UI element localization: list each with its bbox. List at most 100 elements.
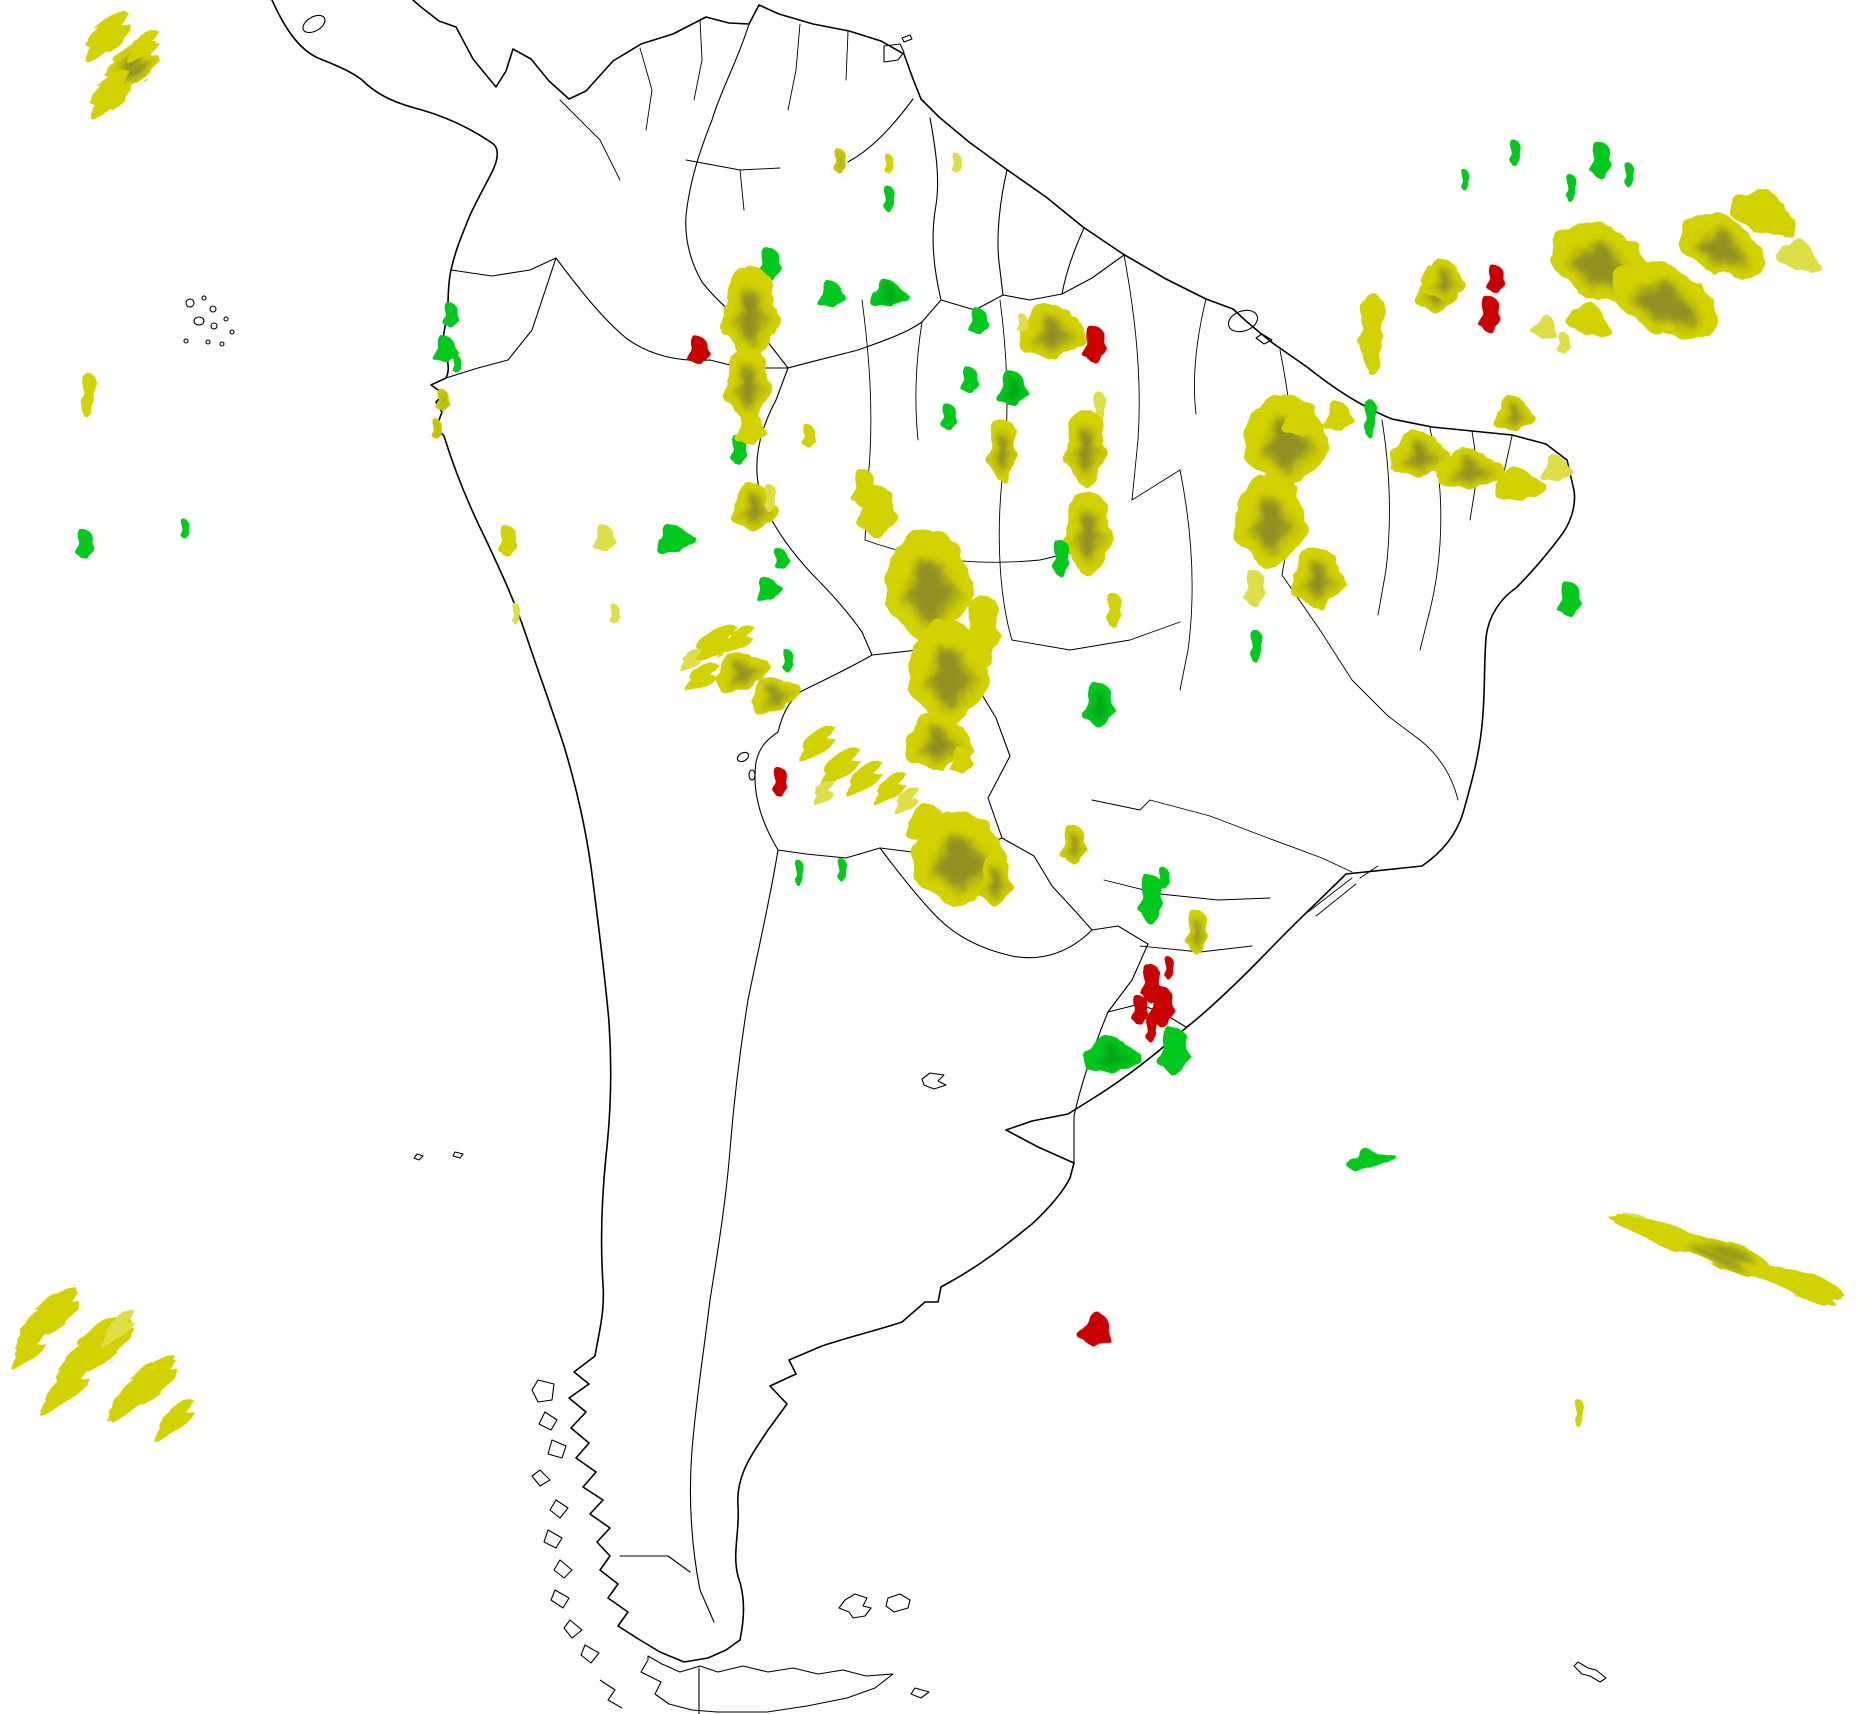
cloud-blob-cloud-mass-yellow-66 [845,767,879,793]
galapagos-islands [183,295,235,347]
cloud-blob-cold-cloud-green-107 [1623,167,1637,187]
cloud-blob-cold-cloud-green-48 [794,864,806,886]
cloud-blob-cloud-mass-pale-yellow-84 [1243,573,1269,607]
cloud-blob-cold-cloud-green-61 [1051,543,1073,577]
cloud-blob-cloud-mass-yellow-60 [1105,596,1125,628]
cloud-blob-cloud-mass-yellow-28 [735,415,769,445]
marajo-outline [1227,309,1259,333]
weather-overlay-layer [10,18,1838,1437]
cloud-blob-cloud-mass-yellow-86 [1436,451,1504,489]
tobago-outline [901,34,913,43]
cloud-blob-cold-cloud-green-21 [882,190,898,212]
cloud-blob-intense-core-red-92 [1485,269,1509,293]
cloud-blob-cold-cloud-green-44 [781,654,797,672]
cloud-blob-cloud-mass-yellow-130 [1574,1403,1586,1427]
cloud-blob-cloud-mass-yellow-123 [153,1407,191,1437]
cloud-blob-cloud-mass-yellow-51 [858,486,898,538]
cloud-blob-cloud-mass-pale-yellow-101 [1777,242,1823,274]
cloud-blob-cold-cloud-green-23 [817,285,849,307]
cloud-blob-intense-core-red-36 [1082,329,1110,363]
cloud-blob-cloud-mass-yellow-18 [832,153,850,173]
cloud-blob-cloud-mass-yellow-40 [749,677,801,713]
cloud-blob-cloud-mass-yellow-98 [1732,190,1796,238]
cloud-blob-cloud-mass-yellow-129 [1754,1259,1838,1305]
basemap-layer [183,0,1607,1714]
cloud-blob-cloud-mass-pale-yellow-89 [1540,459,1576,481]
cloud-blob-cloud-mass-yellow-52 [886,530,970,640]
cloud-blob-cloud-mass-yellow-82 [1282,404,1322,436]
country-borders [445,23,1187,1714]
chilean-fjord-islands [531,1379,600,1664]
islands-and-lakes [183,14,1607,1713]
cloud-blob-cloud-mass-yellow-2 [87,76,129,116]
cloud-blob-cold-cloud-green-5 [74,533,98,559]
cloud-blob-cold-cloud-green-63 [1249,633,1265,663]
cloud-blob-cloud-mass-yellow-85 [1390,433,1450,477]
cloud-blob-cloud-mass-yellow-29 [800,429,820,447]
cloud-blob-cloud-mass-pale-yellow-94 [1555,337,1575,353]
cloud-blob-cloud-mass-yellow-27 [725,348,771,420]
cloud-blob-cold-cloud-green-76 [1138,876,1166,924]
cloud-blob-cloud-mass-yellow-55 [965,594,1001,666]
cloud-blob-cold-cloud-green-105 [1460,174,1472,190]
cloud-blob-cold-cloud-green-77 [1156,872,1174,888]
cloud-blob-cloud-mass-yellow-87 [1494,471,1546,501]
cloud-blob-cloud-mass-yellow-19 [883,159,897,173]
cloud-blob-cloud-mass-yellow-122 [38,1373,86,1411]
cloud-blob-cloud-mass-yellow-4 [79,375,99,417]
cloud-blob-cloud-mass-yellow-57 [987,419,1019,481]
cloud-blob-cloud-mass-yellow-26 [723,266,777,358]
cloud-blob-cold-cloud-green-8 [432,340,462,362]
cloud-blob-cloud-mass-pale-yellow-20 [950,158,966,172]
cloud-blob-intense-core-red-118 [1079,1316,1115,1348]
cloud-blob-cold-cloud-green-106 [1565,178,1579,202]
cloud-blob-cold-cloud-green-16 [655,527,697,553]
cloud-blob-cloud-mass-pale-yellow-43 [679,654,699,668]
cloud-blob-cold-cloud-green-30 [967,312,993,334]
cloud-blob-cloud-mass-yellow-64 [798,731,832,759]
cloud-blob-cold-cloud-green-17 [729,439,751,465]
cloud-blob-cold-cloud-green-6 [179,524,193,538]
cloud-blob-cloud-mass-pale-yellow-68 [893,792,917,812]
cloud-blob-intense-core-red-113 [1144,1022,1160,1042]
cloud-blob-cloud-mass-yellow-3 [126,36,156,60]
cloud-blob-cold-cloud-green-24 [869,284,911,306]
lake-titicaca-outline [736,751,750,763]
cloud-blob-cloud-mass-yellow-42 [725,630,751,650]
cloud-blob-intense-core-red-70 [771,771,791,797]
cloud-blob-cloud-mass-pale-yellow-125 [100,1318,132,1342]
cloud-blob-cloud-mass-yellow-10 [434,394,454,410]
cloud-blob-cloud-mass-yellow-59 [1064,491,1112,573]
cloud-blob-intense-core-red-114 [1163,961,1177,979]
cloud-blob-cold-cloud-green-108 [1363,402,1379,438]
cloud-blob-cloud-mass-yellow-128 [1670,1227,1766,1277]
cloud-blob-intense-core-red-25 [686,340,714,364]
cloud-blob-cloud-mass-pale-yellow-69 [812,785,832,803]
cloud-blob-cloud-mass-yellow-75 [1060,828,1090,864]
cloud-blob-cloud-mass-pale-yellow-13 [511,608,523,624]
cloud-blob-cloud-mass-yellow-119 [12,1294,78,1346]
cloud-blob-cloud-mass-yellow-99 [1567,305,1613,339]
cloud-blob-cold-cloud-green-116 [1158,1029,1192,1075]
cloud-blob-cloud-mass-yellow-34 [1020,305,1084,359]
cloud-blob-cold-cloud-green-115 [1083,1039,1141,1073]
cloud-blob-cloud-mass-yellow-127 [1613,1210,1691,1250]
cloud-blob-cloud-mass-yellow-67 [873,778,903,802]
south-georgia-outline [1573,1661,1607,1683]
lake-nicaragua-outline [302,14,326,34]
cloud-blob-cold-cloud-green-47 [754,580,786,600]
cloud-blob-cloud-mass-yellow-121 [104,1362,176,1418]
cloud-blob-cold-cloud-green-103 [1508,144,1524,166]
cloud-blob-cloud-mass-yellow-124 [10,1339,42,1365]
cloud-blob-cloud-mass-yellow-56 [949,751,977,773]
cloud-blob-cloud-mass-yellow-11 [430,424,446,438]
cloud-blob-intense-core-red-111 [1148,989,1178,1027]
cloud-blob-intense-core-red-112 [1130,999,1152,1025]
cloud-blob-cloud-mass-yellow-96 [1610,261,1720,339]
cloud-blob-cold-cloud-green-33 [939,408,961,430]
cloud-blob-intense-core-red-93 [1478,299,1504,333]
cloud-blob-cloud-mass-yellow-58 [1065,409,1107,485]
cloud-blob-cloud-mass-yellow-39 [714,652,770,692]
cloud-blob-cloud-mass-yellow-102 [1424,262,1466,300]
